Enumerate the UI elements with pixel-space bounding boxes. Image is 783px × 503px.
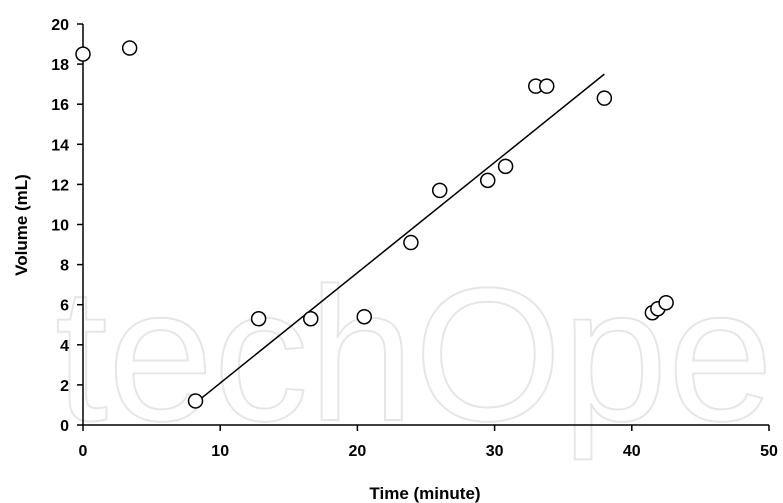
data-point xyxy=(121,40,138,56)
data-point xyxy=(403,234,419,251)
y-tick-label: 20 xyxy=(51,17,69,34)
x-tick-label: 0 xyxy=(79,443,88,460)
y-tick-label: 10 xyxy=(51,218,69,235)
y-tick-label: 18 xyxy=(51,57,69,74)
y-tick-label: 2 xyxy=(60,378,69,395)
y-tick-label: 16 xyxy=(51,97,69,114)
y-tick-label: 12 xyxy=(51,177,69,194)
y-tick-label: 14 xyxy=(51,137,69,154)
data-point xyxy=(303,310,319,327)
y-tick-label: 0 xyxy=(60,418,69,435)
data-point xyxy=(596,90,613,106)
x-tick-label: 30 xyxy=(486,443,504,460)
ticks: 0 2 4 6 8 10 12 14 16 18 20 0 10 20 30 40 50 xyxy=(51,17,778,460)
data-point xyxy=(75,46,91,62)
data-point xyxy=(479,172,496,189)
x-tick-label: 20 xyxy=(349,443,367,460)
x-tick-label: 40 xyxy=(623,443,641,460)
y-axis-title: Volume (mL) xyxy=(12,174,31,276)
data-point xyxy=(356,308,373,325)
data-point xyxy=(538,78,555,94)
x-tick-label: 50 xyxy=(760,443,778,460)
data-points xyxy=(75,40,674,409)
y-tick-label: 8 xyxy=(60,258,69,275)
y-tick-label: 4 xyxy=(60,338,69,355)
data-point xyxy=(187,393,204,409)
x-axis-title: Time (minute) xyxy=(369,484,480,503)
watermark: techOpen xyxy=(55,249,783,461)
data-point xyxy=(431,182,448,199)
data-point xyxy=(658,294,674,311)
data-point xyxy=(497,158,514,175)
x-tick-label: 10 xyxy=(211,443,229,460)
trendline xyxy=(195,73,605,404)
trendline-group xyxy=(195,73,605,404)
y-tick-label: 6 xyxy=(60,298,69,315)
data-point xyxy=(250,310,267,327)
